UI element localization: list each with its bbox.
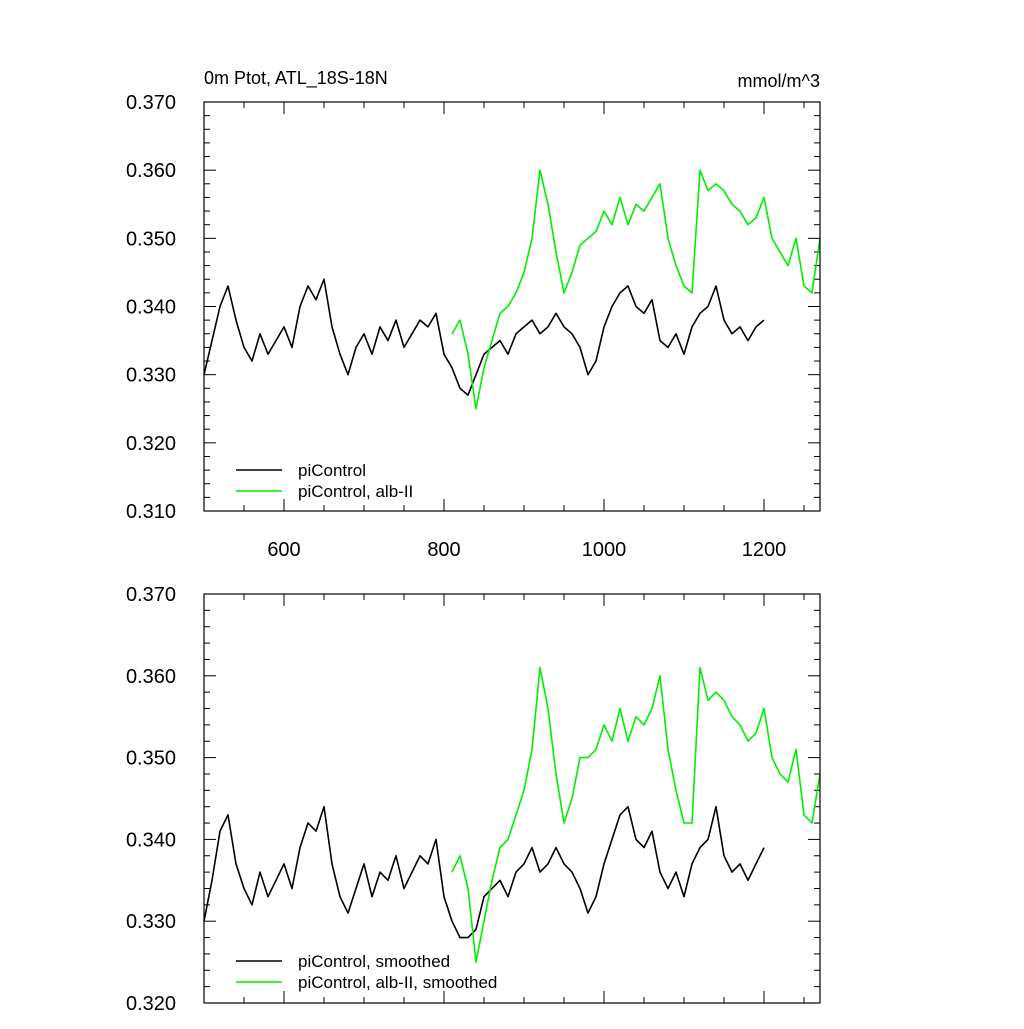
units-label: mmol/m^3 xyxy=(738,71,820,91)
panel-bottom: 0.320 0.330 0.340 0.350 0.360 0.370 piControl… xyxy=(126,584,821,1015)
series-line-piControl xyxy=(203,805,765,939)
legend: piControl, smoothed piControl, alb-II, s… xyxy=(236,952,497,992)
y-tick-label: 0.350 xyxy=(126,228,176,250)
series-line-alb-II xyxy=(451,666,821,963)
y-tick-label: 0.370 xyxy=(126,92,176,114)
y-tick-label: 0.320 xyxy=(126,433,176,455)
plot-frame xyxy=(203,593,821,1004)
plot-lines xyxy=(203,169,821,410)
x-tick-label: 1000 xyxy=(582,539,627,561)
y-tick-label: 0.330 xyxy=(126,911,176,933)
y-tick-label: 0.320 xyxy=(126,993,176,1015)
plot-frame xyxy=(203,101,821,512)
y-tick-labels: 0.310 0.320 0.330 0.340 0.350 0.360 0.370 xyxy=(126,92,176,523)
x-tick-labels: 600 800 1000 1200 xyxy=(267,539,786,561)
series-line-piControl xyxy=(203,278,765,396)
x-tick-label: 800 xyxy=(427,539,460,561)
y-tick-label: 0.370 xyxy=(126,584,176,606)
plot-lines xyxy=(203,666,821,963)
y-tick-label: 0.330 xyxy=(126,365,176,387)
y-tick-label: 0.340 xyxy=(126,297,176,319)
x-tick-label: 1200 xyxy=(742,539,787,561)
y-tick-label: 0.310 xyxy=(126,501,176,523)
y-tick-labels: 0.320 0.330 0.340 0.350 0.360 0.370 xyxy=(126,584,176,1015)
y-tick-label: 0.340 xyxy=(126,829,176,851)
chart-title: 0m Ptot, ATL_18S-18N xyxy=(204,68,388,89)
legend-label-piControl-smoothed: piControl, smoothed xyxy=(298,952,450,971)
legend-label-alb-II: piControl, alb-II xyxy=(298,482,413,501)
axis-ticks xyxy=(203,101,820,512)
y-tick-label: 0.350 xyxy=(126,748,176,770)
legend: piControl piControl, alb-II xyxy=(236,461,413,501)
panel-top: 0m Ptot, ATL_18S-18N mmol/m^3 0.310 0.320… xyxy=(126,68,821,561)
series-line-alb-II xyxy=(451,169,821,410)
y-tick-label: 0.360 xyxy=(126,160,176,182)
legend-label-piControl: piControl xyxy=(298,461,366,480)
y-tick-label: 0.360 xyxy=(126,666,176,688)
x-tick-label: 600 xyxy=(267,539,300,561)
legend-label-alb-II-smoothed: piControl, alb-II, smoothed xyxy=(298,973,497,992)
